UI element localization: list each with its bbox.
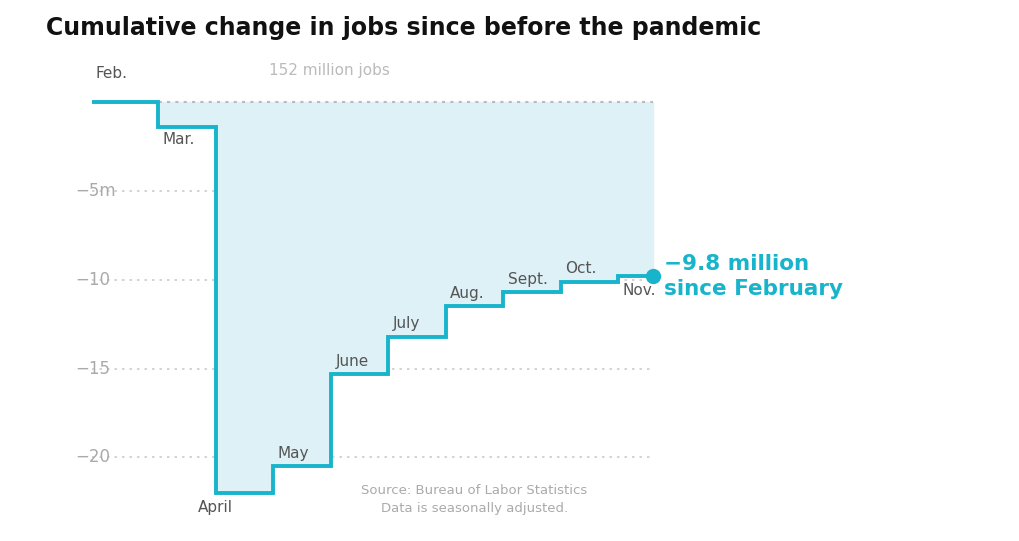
Text: Oct.: Oct.: [565, 261, 596, 276]
Text: Source: Bureau of Labor Statistics: Source: Bureau of Labor Statistics: [361, 484, 587, 497]
Text: Cumulative change in jobs since before the pandemic: Cumulative change in jobs since before t…: [46, 16, 760, 40]
Text: April: April: [198, 500, 233, 515]
Text: −15: −15: [74, 360, 110, 378]
Text: June: June: [335, 353, 368, 368]
Polygon shape: [92, 102, 652, 493]
Text: −9.8 million: −9.8 million: [663, 254, 808, 274]
Text: Feb.: Feb.: [95, 66, 127, 81]
Text: 152 million jobs: 152 million jobs: [268, 63, 389, 78]
Text: Aug.: Aug.: [449, 286, 484, 301]
Text: −20: −20: [74, 448, 110, 466]
Text: −10: −10: [74, 270, 110, 289]
Text: Mar.: Mar.: [163, 133, 195, 148]
Text: May: May: [277, 446, 309, 461]
Text: since February: since February: [663, 279, 843, 299]
Text: Sept.: Sept.: [507, 272, 547, 287]
Text: Data is seasonally adjusted.: Data is seasonally adjusted.: [380, 502, 568, 514]
Text: July: July: [392, 316, 420, 331]
Text: Nov.: Nov.: [623, 283, 655, 298]
Text: −5m: −5m: [74, 182, 115, 200]
